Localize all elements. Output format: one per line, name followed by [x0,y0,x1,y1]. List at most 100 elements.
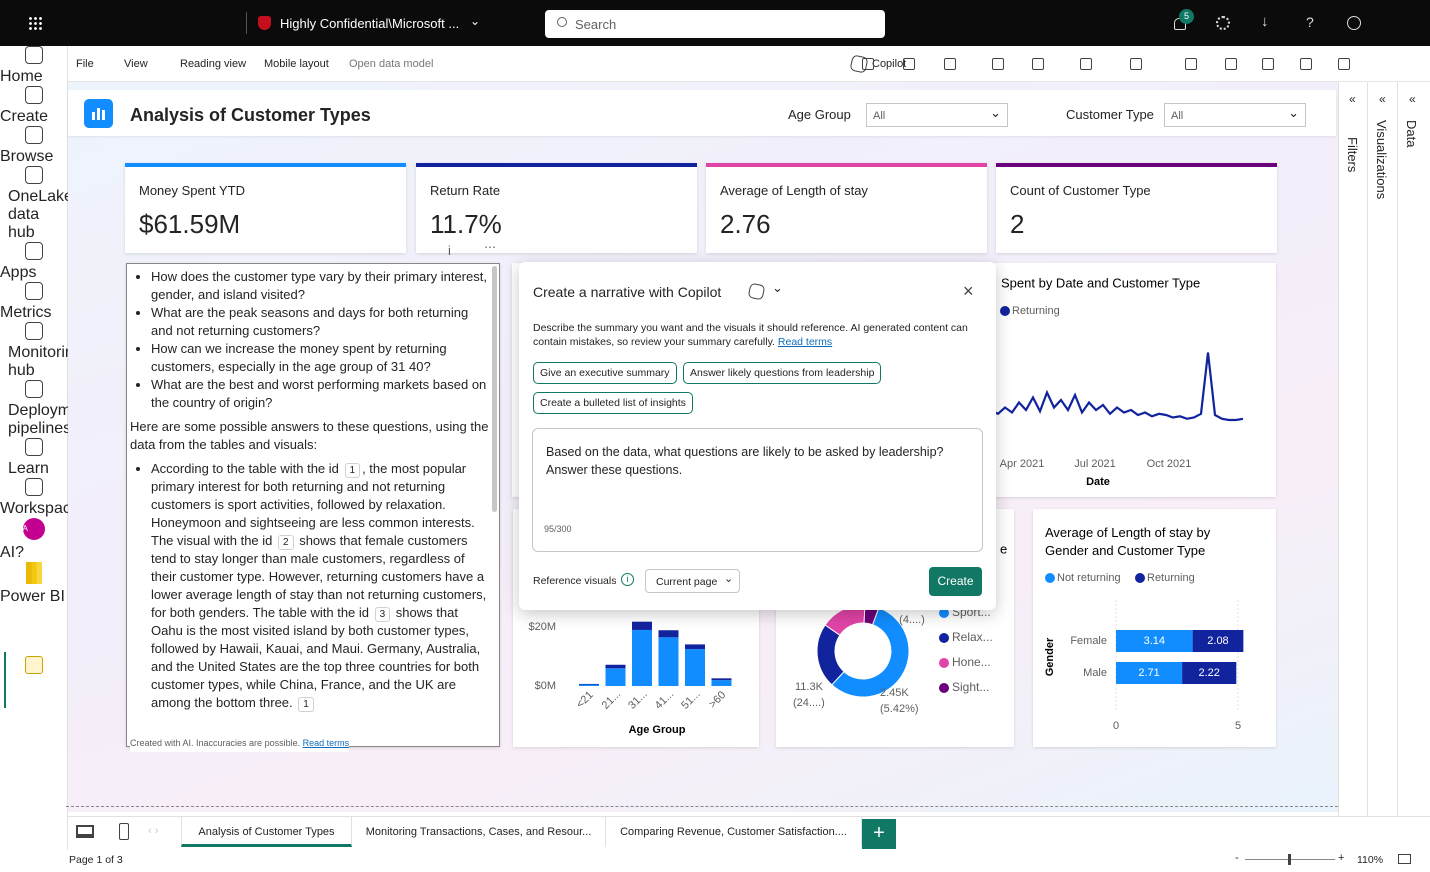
toolbar-icon[interactable] [1262,58,1274,70]
help-icon[interactable]: ? [1306,14,1314,30]
toolbar-icon[interactable] [992,58,1004,70]
nav-label: AI? [0,544,25,561]
top-bar: Highly Confidential\Microsoft ... ⌄ Sear… [0,0,1430,46]
x-tick-label: Oct 2021 [1147,458,1192,470]
sensitivity-label[interactable]: Highly Confidential\Microsoft ... [280,16,460,31]
x-tick-label: 21... [600,688,624,712]
suggestion-chip[interactable]: Create a bulleted list of insights [533,392,693,414]
zoom-out[interactable]: - [1235,852,1239,864]
citation[interactable]: 1 [298,697,314,712]
slicer-dropdown[interactable]: All ⌄ [866,103,1008,127]
nav-item[interactable]: Monitoring hub [0,322,83,380]
read-terms-link[interactable]: Read terms [302,738,350,748]
nav-label: Workspaces [0,500,88,517]
menu-item[interactable]: Open data model [349,58,434,70]
toolbar-icon[interactable] [1185,58,1197,70]
mobile-view[interactable] [119,823,129,840]
zoom-in[interactable]: + [1338,852,1345,864]
logo-bar [97,108,100,120]
nav-item[interactable]: OneLake data hub [0,166,73,242]
nav-label: Home [0,68,43,85]
report-icon[interactable] [25,656,43,674]
reference-select[interactable]: Current page ⌄ [645,569,740,593]
page-tab[interactable]: Comparing Revenue, Customer Satisfaction… [606,817,862,847]
nav-item[interactable]: Create [0,86,67,126]
chevron: ⌄ [990,105,1001,120]
toolbar-icon[interactable] [1225,58,1237,70]
bar [1182,662,1237,684]
copilot-button[interactable]: Copilot [872,58,907,70]
data-pane[interactable]: Data [1404,120,1419,148]
toolbar-icon[interactable] [1032,58,1044,70]
toolbar-icon[interactable] [1080,58,1092,70]
card-label: Average of Length of stay [720,183,868,198]
menu-item[interactable]: Reading view [180,58,247,70]
scrollbar[interactable] [492,266,497,512]
scroll-arrows[interactable]: ‹ › [148,825,159,837]
page-tab[interactable]: Analysis of Customer Types [181,817,352,847]
nav-item[interactable]: Learn [0,438,67,478]
nav-item[interactable]: Power BI [0,562,67,606]
zoom-thumb[interactable] [1288,854,1291,865]
collapse[interactable]: « [1349,92,1356,106]
data-label: (5.42%) [880,703,919,715]
suggestion-chip[interactable]: Answer likely questions from leadership [683,362,882,384]
answer-list: According to the table with the id 1 , th… [130,460,490,712]
nav-item[interactable]: A AI? [0,518,67,562]
nav-icon [24,380,43,398]
nav-icon [24,242,43,260]
nav-item[interactable]: Metrics [0,282,67,322]
create-button[interactable]: Create [929,567,982,596]
data-label: 2.45K [880,687,909,699]
add-page[interactable]: + [862,819,896,849]
info-icon[interactable]: i [621,573,634,586]
toolbar-icon[interactable] [903,58,915,70]
download-icon[interactable]: ↓ [1261,13,1269,30]
question: What are the best and worst performing m… [151,376,490,412]
legend-label: Relax... [952,630,993,644]
info-icon[interactable]: i [448,243,451,258]
menu-item[interactable]: Mobile layout [264,58,329,70]
nav-item[interactable]: Workspaces [0,478,88,518]
x-tick-label: Apr 2021 [1000,458,1045,470]
close-button[interactable]: × [963,281,974,301]
more-options[interactable]: ⋯ [484,240,496,254]
read-terms-link[interactable]: Read terms [777,336,833,348]
gender-chart-panel [1033,509,1276,747]
chevron[interactable]: ⌄ [470,14,481,28]
menu-item[interactable]: View [124,58,148,70]
fit-page[interactable] [1398,854,1411,864]
suggestion-chip[interactable]: Give an executive summary [533,362,677,384]
filters-pane[interactable]: Filters [1345,137,1360,173]
answer-text: shows that female customers tend to stay… [151,533,487,620]
nav-item[interactable]: Home [0,46,67,86]
app-launcher[interactable] [28,16,42,30]
page-tab[interactable]: Monitoring Transactions, Cases, and Reso… [352,817,606,847]
narrative-visual[interactable]: How does the customer type vary by their… [126,263,500,752]
bar [658,637,679,686]
chevron[interactable]: ⌄ [772,280,783,295]
visualizations-pane[interactable]: Visualizations [1374,120,1389,200]
account-icon[interactable] [1347,16,1361,30]
card-label: Money Spent YTD [139,183,245,198]
notification-badge: 5 [1179,9,1194,24]
desktop-view[interactable] [76,825,94,838]
menu-item[interactable]: File [76,58,94,70]
collapse[interactable]: « [1409,92,1416,106]
toolbar-icon[interactable] [862,58,874,70]
toolbar-icon[interactable] [1300,58,1312,70]
data-label: 2.22 [1198,667,1219,679]
x-tick-label: <21 [574,689,596,711]
nav-item[interactable]: Browse [0,126,67,166]
settings-icon[interactable] [1216,16,1230,30]
toolbar-icon[interactable] [1338,58,1350,70]
nav-item[interactable]: Apps [0,242,67,282]
search-box[interactable]: Search [545,10,885,38]
nav-label: Learn [8,460,49,477]
collapse[interactable]: « [1379,92,1386,106]
slicer-dropdown[interactable]: All ⌄ [1164,103,1306,127]
prompt-box[interactable]: Based on the data, what questions are li… [532,428,983,552]
toolbar-icon[interactable] [1130,58,1142,70]
toolbar-icon[interactable] [944,58,956,70]
donut-slice [831,607,910,698]
